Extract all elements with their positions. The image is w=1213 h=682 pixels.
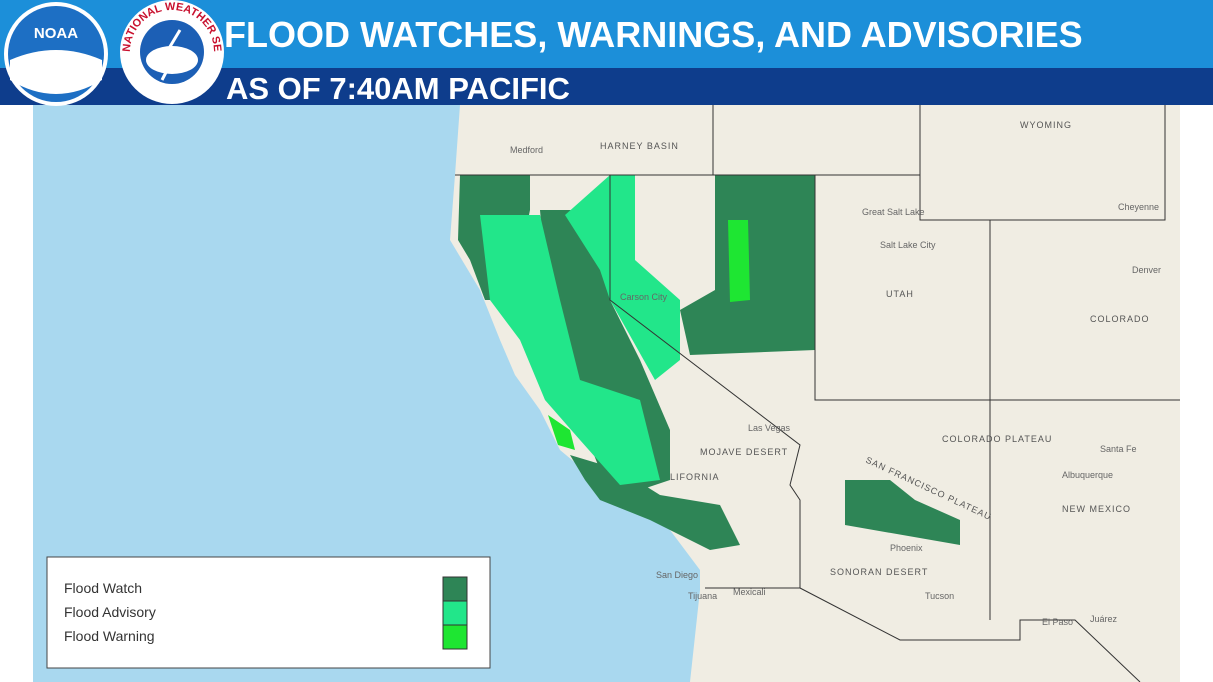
- map-label: WYOMING: [1020, 120, 1072, 130]
- flood-advisory-areas: [480, 175, 680, 485]
- legend-label: Flood Advisory: [64, 604, 156, 620]
- map-label: Albuquerque: [1062, 470, 1113, 480]
- map-label: San Diego: [656, 570, 698, 580]
- map-label: Tijuana: [688, 591, 717, 601]
- map-label: Salt Lake City: [880, 240, 936, 250]
- state-lines: [455, 105, 1180, 682]
- map-label: LIFORNIA: [670, 472, 720, 482]
- legend: Flood Watch Flood Advisory Flood Warning: [46, 556, 491, 669]
- map-label: HARNEY BASIN: [600, 141, 679, 151]
- map-label: UTAH: [886, 289, 914, 299]
- map-label: Carson City: [620, 292, 668, 302]
- legend-swatch: [442, 624, 468, 650]
- map-label: SONORAN DESERT: [830, 567, 928, 577]
- map-label: El Paso: [1042, 617, 1073, 627]
- map-label: Great Salt Lake: [862, 207, 925, 217]
- map-label: Juárez: [1090, 614, 1118, 624]
- map-label: Medford: [510, 145, 543, 155]
- map-label: MOJAVE DESERT: [700, 447, 788, 457]
- map-label: Mexicali: [733, 587, 766, 597]
- subtitle: AS OF 7:40AM PACIFIC: [226, 71, 570, 106]
- legend-box: [46, 556, 491, 669]
- map-label: Cheyenne: [1118, 202, 1159, 212]
- map-label: Denver: [1132, 265, 1161, 275]
- map-label: NEW MEXICO: [1062, 504, 1131, 514]
- title: FLOOD WATCHES, WARNINGS, AND ADVISORIES: [224, 14, 1083, 55]
- map-label: Las Vegas: [748, 423, 791, 433]
- legend-label: Flood Warning: [64, 628, 155, 644]
- map-label: COLORADO: [1090, 314, 1150, 324]
- legend-swatch: [442, 600, 468, 626]
- map-label: COLORADO PLATEAU: [942, 434, 1052, 444]
- flood-warning-areas: [548, 220, 750, 450]
- map-label: Tucson: [925, 591, 954, 601]
- noaa-logo: NOAA: [4, 2, 108, 106]
- legend-swatch: [442, 576, 468, 602]
- map-label: Phoenix: [890, 543, 923, 553]
- map-label: Santa Fe: [1100, 444, 1137, 454]
- noaa-text: NOAA: [34, 25, 78, 42]
- legend-label: Flood Watch: [64, 580, 142, 596]
